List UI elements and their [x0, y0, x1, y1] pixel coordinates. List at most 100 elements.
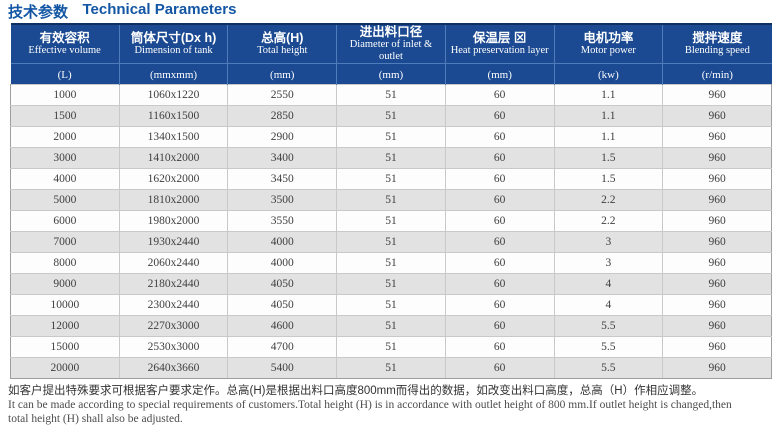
column-header-en: Diameter of inlet & outlet [349, 39, 433, 62]
table-cell: 51 [336, 210, 446, 232]
column-unit-effective-volume: (L) [10, 63, 120, 85]
table-cell: 60 [444, 210, 555, 232]
table-cell: 20000 [10, 357, 120, 379]
table-cell: 2850 [227, 105, 338, 127]
table-cell: 2530x3000 [118, 336, 229, 358]
table-row: 12000 2270x3000 4600 51 60 5.5 960 [10, 315, 772, 337]
table-cell: 5400 [227, 357, 338, 379]
unit-label: (mmxmm) [150, 69, 198, 81]
column-header-en: Effective volume [28, 45, 101, 56]
table-cell: 3 [553, 231, 664, 253]
column-header-en: Total height [257, 45, 308, 56]
table-cell: 9000 [10, 273, 120, 295]
table-cell: 4600 [227, 315, 338, 337]
table-cell: 1.1 [553, 126, 664, 148]
column-header-cn: 总高(H) [261, 31, 304, 45]
table-cell: 960 [662, 357, 772, 379]
table-cell: 960 [662, 105, 772, 127]
table-cell: 2180x2440 [118, 273, 229, 295]
technical-parameters-table: 有效容积 Effective volume 筒体尺寸(Dx h) Dimensi… [10, 23, 772, 379]
table-cell: 960 [662, 294, 772, 316]
table-row: 8000 2060x2440 4000 51 60 3 960 [10, 252, 772, 274]
table-row: 15000 2530x3000 4700 51 60 5.5 960 [10, 336, 772, 358]
table-cell: 51 [336, 336, 446, 358]
footnote-english-line2: total height (H) shall also be adjusted. [8, 413, 183, 425]
table-cell: 51 [336, 357, 446, 379]
unit-label: (L) [57, 69, 72, 81]
column-unit-blending-speed: (r/min) [662, 63, 772, 85]
table-cell: 2270x3000 [118, 315, 229, 337]
footnote: 如客户提出特殊要求可根据客户要求定作。总高(H)是根据出料口高度800mm而得出… [8, 384, 774, 426]
table-cell: 12000 [10, 315, 120, 337]
column-header-en: Heat preservation layer [450, 45, 549, 56]
table-cell: 1.1 [553, 105, 664, 127]
table-cell: 60 [444, 294, 555, 316]
table-row: 1500 1160x1500 2850 51 60 1.1 960 [10, 105, 772, 127]
table-cell: 1060x1220 [118, 84, 229, 106]
footnote-chinese: 如客户提出特殊要求可根据客户要求定作。总高(H)是根据出料口高度800mm而得出… [8, 385, 704, 397]
page-title: 技术参数 Technical Parameters [0, 0, 780, 21]
table-cell: 3500 [227, 189, 338, 211]
table-cell: 60 [444, 252, 555, 274]
table-cell: 4050 [227, 294, 338, 316]
table-cell: 960 [662, 315, 772, 337]
table-cell: 60 [444, 273, 555, 295]
column-header-inlet-outlet-diameter: 进出料口径 Diameter of inlet & outlet [336, 23, 446, 64]
table-cell: 1340x1500 [118, 126, 229, 148]
page-title-cn: 技术参数 [8, 4, 69, 21]
column-unit-motor-power: (kw) [553, 63, 663, 85]
table-cell: 60 [444, 84, 555, 106]
column-unit-total-height: (mm) [227, 63, 337, 85]
table-cell: 51 [336, 231, 446, 253]
table-row: 2000 1340x1500 2900 51 60 1.1 960 [10, 126, 772, 148]
table-cell: 60 [444, 147, 555, 169]
table-cell: 51 [336, 294, 446, 316]
table-cell: 60 [444, 189, 555, 211]
unit-label: (mm) [378, 69, 404, 81]
column-header-effective-volume: 有效容积 Effective volume [10, 23, 120, 64]
table-cell: 51 [336, 252, 446, 274]
table-cell: 3000 [10, 147, 120, 169]
table-cell: 3550 [227, 210, 338, 232]
column-header-total-height: 总高(H) Total height [227, 23, 337, 64]
table-cell: 60 [444, 126, 555, 148]
table-header: 有效容积 Effective volume 筒体尺寸(Dx h) Dimensi… [10, 23, 772, 85]
table-cell: 4000 [227, 252, 338, 274]
table-cell: 1.1 [553, 84, 664, 106]
table-cell: 15000 [10, 336, 120, 358]
table-cell: 6000 [10, 210, 120, 232]
table-cell: 60 [444, 231, 555, 253]
table-cell: 2000 [10, 126, 120, 148]
column-header-cn: 搅拌速度 [692, 31, 743, 45]
table-cell: 4 [553, 273, 664, 295]
table-row: 3000 1410x2000 3400 51 60 1.5 960 [10, 147, 772, 169]
table-cell: 60 [444, 168, 555, 190]
table-cell: 51 [336, 147, 446, 169]
table-row: 6000 1980x2000 3550 51 60 2.2 960 [10, 210, 772, 232]
table-cell: 1930x2440 [118, 231, 229, 253]
table-cell: 51 [336, 189, 446, 211]
table-cell: 7000 [10, 231, 120, 253]
table-cell: 2060x2440 [118, 252, 229, 274]
table-cell: 1160x1500 [118, 105, 229, 127]
footnote-english-line1: It can be made according to special requ… [8, 399, 732, 411]
table-cell: 1500 [10, 105, 120, 127]
column-header-en: Motor power [580, 45, 636, 56]
column-header-tank-dimension: 筒体尺寸(Dx h) Dimension of tank [118, 23, 228, 64]
column-header-heat-preservation-layer: 保温层 ⊠ Heat preservation layer [444, 23, 555, 64]
table-cell: 5.5 [553, 357, 664, 379]
table-row: 10000 2300x2440 4050 51 60 4 960 [10, 294, 772, 316]
column-header-cn: 电机功率 [583, 31, 634, 45]
table-cell: 51 [336, 84, 446, 106]
table-cell: 1810x2000 [118, 189, 229, 211]
table-cell: 60 [444, 315, 555, 337]
table-cell: 960 [662, 210, 772, 232]
table-cell: 2.2 [553, 189, 664, 211]
table-cell: 1.5 [553, 168, 664, 190]
table-cell: 1620x2000 [118, 168, 229, 190]
column-header-cn: 进出料口径 [359, 25, 423, 39]
table-cell: 60 [444, 336, 555, 358]
table-cell: 960 [662, 147, 772, 169]
column-header-motor-power: 电机功率 Motor power [553, 23, 663, 64]
table-cell: 51 [336, 315, 446, 337]
